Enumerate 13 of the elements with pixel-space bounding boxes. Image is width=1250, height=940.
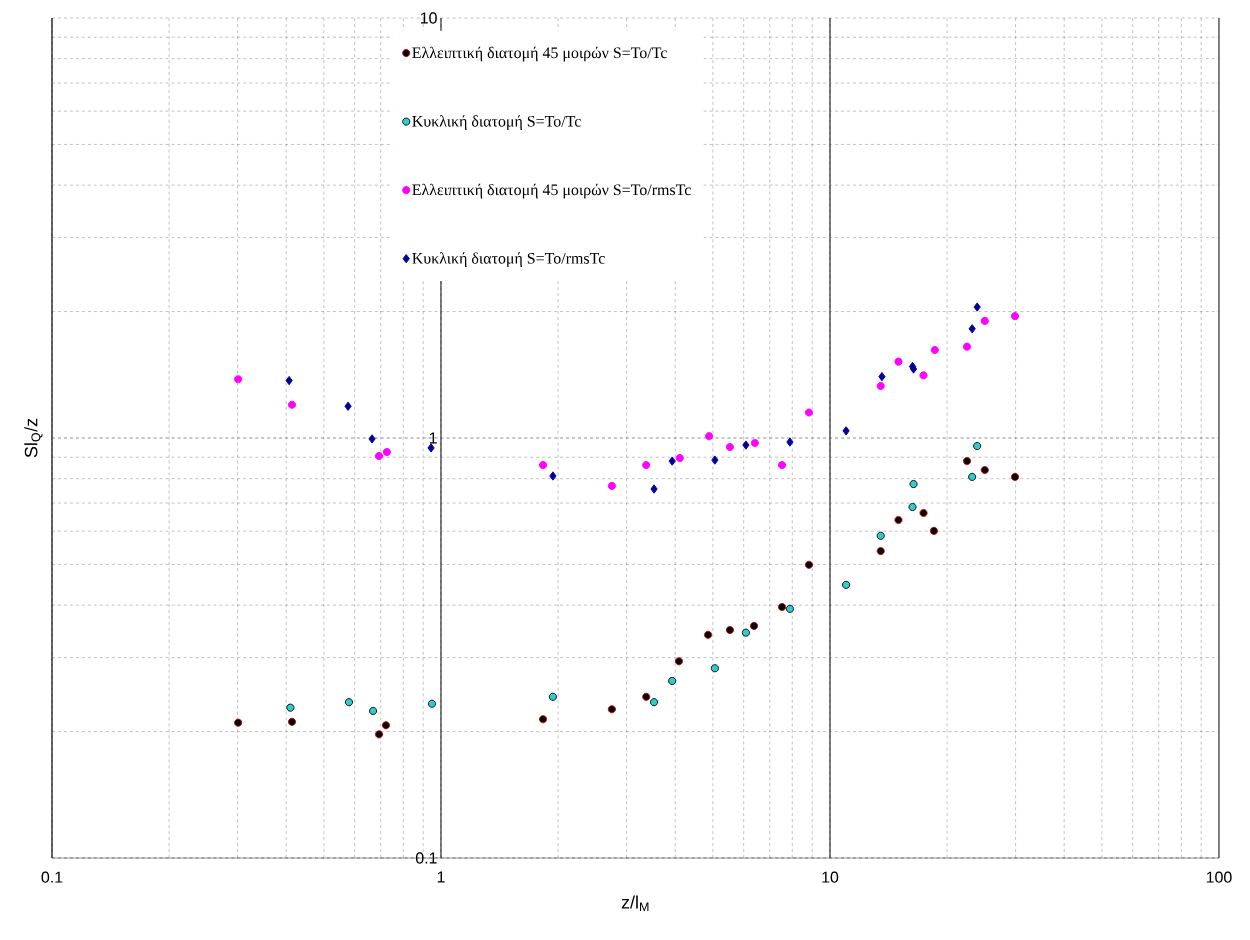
y-tick-label: 0.1 bbox=[415, 852, 437, 864]
x-tick-label: 10 bbox=[822, 871, 839, 883]
y-tick-label: 10 bbox=[420, 12, 437, 24]
legend-label: Ελλειπτική διατομή 45 μοιρών S=To/rmsTc bbox=[412, 183, 691, 199]
y-axis-title: Sl$_{Q}$/z bbox=[24, 418, 43, 458]
legend-label: Ελλειπτική διατομή 45 μοιρών S=To/Tc bbox=[412, 46, 667, 62]
legend-label: Κυκλική διατομή S=To/Tc bbox=[412, 115, 581, 130]
x-tick-label: 100 bbox=[1206, 871, 1232, 883]
x-tick-label: 1 bbox=[437, 871, 445, 883]
x-tick-label: 0.1 bbox=[41, 871, 63, 883]
y-tick-label: 1 bbox=[429, 432, 437, 444]
legend-label: Κυκλική διατομή S=To/rmsTc bbox=[412, 252, 605, 267]
x-axis-title: z/l$_{M}$ bbox=[621, 895, 649, 912]
